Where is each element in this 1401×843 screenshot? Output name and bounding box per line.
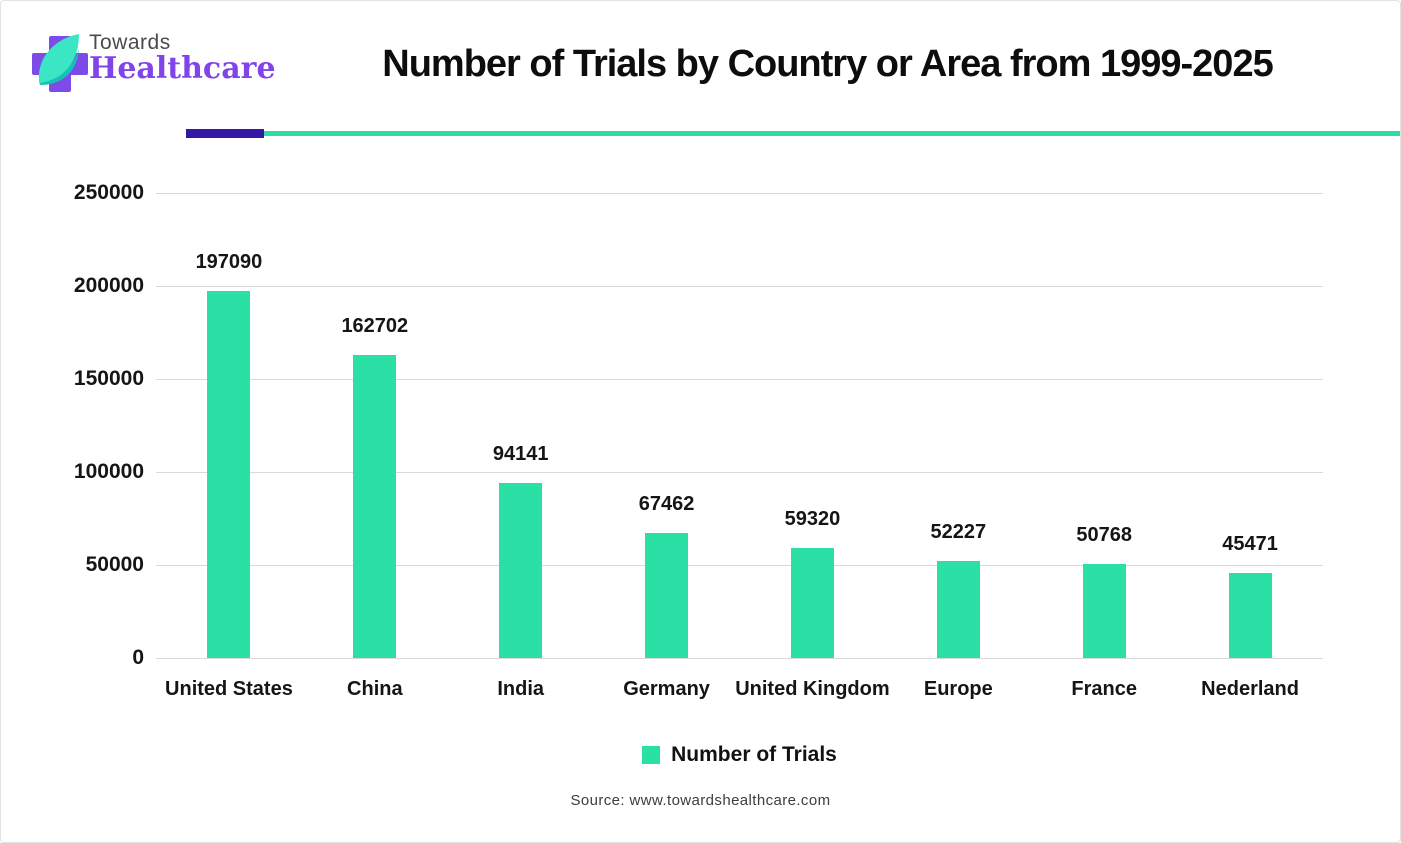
bar-value-label-germany: 67462	[638, 492, 695, 515]
legend-swatch	[642, 746, 661, 764]
bar-value-label-nederland: 45471	[1222, 533, 1278, 556]
bar-india	[499, 482, 543, 658]
brand-healthcare: Healthcare	[89, 51, 276, 86]
plot-area: 197090 162702 94141 67462 59320 52227 50768 454…	[156, 192, 1323, 659]
divider-purple-segment	[186, 129, 264, 138]
brand-towards: Towards	[89, 31, 171, 54]
gridline-150000	[156, 378, 1323, 380]
gridline-50000	[156, 564, 1323, 566]
y-tick-label-250000: 250000	[73, 181, 144, 204]
bar-united-states	[207, 291, 251, 658]
bar-china	[353, 355, 397, 658]
x-tick-label-europe: Europe	[923, 678, 993, 700]
y-tick-label-50000: 50000	[85, 553, 144, 576]
gridline-100000	[156, 471, 1323, 473]
bar-nederland	[1228, 573, 1272, 658]
source-text: Source: www.towardshealthcare.com	[570, 792, 831, 809]
page-title: Number of Trials by Country or Area from…	[382, 43, 1273, 85]
y-tick-label-0: 0	[132, 646, 144, 669]
bar-value-label-india: 94141	[492, 442, 549, 465]
bar-united-kingdom	[790, 547, 834, 658]
x-tick-label-france: France	[1071, 678, 1137, 700]
x-tick-label-china: China	[347, 678, 403, 700]
bar-value-label-china: 162702	[341, 315, 409, 338]
bar-value-label-united-states: 197090	[195, 251, 263, 274]
x-tick-label-india: India	[497, 678, 545, 700]
towards-healthcare-logo-icon	[32, 34, 88, 92]
leaf-icon	[38, 34, 79, 83]
gridline-200000	[156, 285, 1323, 287]
bar-france	[1082, 563, 1126, 658]
x-tick-label-united-kingdom: United Kingdom	[735, 678, 890, 700]
y-tick-label-200000: 200000	[73, 274, 144, 297]
y-tick-label-150000: 150000	[73, 367, 144, 390]
legend-label: Number of Trials	[671, 743, 837, 766]
bar-value-label-france: 50768	[1076, 523, 1132, 546]
divider-teal-line	[264, 131, 1400, 136]
x-tick-label-united-states: United States	[165, 678, 293, 700]
chart-legend: Number of Trials	[156, 743, 1323, 767]
bar-germany	[645, 532, 689, 658]
x-axis-labels: United States China India Germany United Kin…	[156, 676, 1323, 704]
bar-europe	[936, 560, 980, 658]
bar-value-label-europe: 52227	[930, 520, 987, 543]
x-tick-label-nederland: Nederland	[1201, 678, 1299, 700]
gridline-250000	[156, 192, 1323, 194]
brand-text: Towards Healthcare	[89, 32, 276, 84]
bar-value-label-united-kingdom: 59320	[784, 507, 841, 530]
gridline-0	[156, 657, 1323, 659]
y-tick-label-100000: 100000	[73, 460, 144, 483]
y-axis-labels: 0 50000 100000 150000 200000 250000	[1, 181, 144, 669]
x-tick-label-germany: Germany	[623, 678, 710, 700]
